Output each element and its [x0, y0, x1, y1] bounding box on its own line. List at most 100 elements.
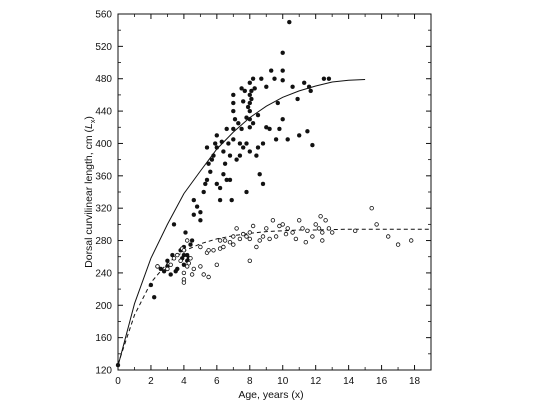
filled-data-point — [260, 181, 266, 187]
y-tick-label: 560 — [95, 10, 112, 21]
x-tick-label: 14 — [343, 376, 355, 387]
open-data-point — [270, 218, 276, 223]
filled-data-point — [217, 185, 223, 191]
y-tick-label: 400 — [95, 139, 112, 150]
filled-data-point — [247, 80, 253, 86]
filled-data-point — [272, 76, 277, 81]
open-data-point — [211, 248, 216, 253]
x-tick-label: 10 — [277, 376, 289, 387]
filled-data-point — [321, 76, 327, 81]
filled-data-point — [236, 120, 241, 126]
open-data-point — [188, 256, 193, 261]
open-data-point — [222, 238, 228, 243]
filled-data-point — [214, 181, 220, 187]
open-data-point — [318, 214, 323, 219]
filled-data-point — [229, 197, 234, 203]
open-data-point — [409, 238, 414, 243]
open-data-point — [198, 244, 203, 250]
x-tick-label: 6 — [214, 376, 220, 387]
open-data-point — [181, 280, 187, 285]
filled-data-point — [237, 153, 243, 158]
open-data-point — [257, 238, 262, 243]
x-tick-label: 18 — [409, 376, 421, 387]
open-data-point — [369, 205, 374, 211]
filled-data-point — [198, 209, 203, 215]
filled-data-point — [254, 153, 259, 158]
open-data-point — [353, 228, 358, 233]
open-data-point — [267, 236, 272, 242]
y-tick-label: 440 — [95, 107, 112, 118]
y-axis-title-subscript: x — [90, 119, 97, 123]
filled-data-point — [287, 19, 292, 25]
y-tick-label: 320 — [95, 204, 112, 215]
filled-data-point — [231, 100, 236, 106]
filled-data-point — [280, 50, 285, 55]
open-data-point — [206, 274, 211, 280]
filled-data-point — [280, 78, 285, 83]
open-data-point — [234, 226, 239, 231]
open-data-point — [305, 228, 310, 233]
filled-data-point — [247, 100, 253, 106]
filled-data-point — [191, 212, 197, 217]
x-tick-label: 12 — [310, 376, 322, 387]
open-data-point — [227, 239, 233, 245]
filled-data-point — [198, 218, 203, 223]
filled-data-point — [239, 126, 244, 132]
open-data-point — [374, 222, 379, 227]
open-data-point — [285, 226, 290, 231]
open-data-point — [231, 234, 236, 239]
filled-data-point — [242, 88, 248, 94]
y-tick-label: 240 — [95, 268, 112, 279]
filled-data-point — [249, 96, 254, 102]
filled-data-point — [232, 116, 238, 122]
filled-data-point — [231, 137, 236, 142]
open-data-point — [237, 236, 243, 242]
filled-data-point — [249, 88, 254, 94]
open-data-point — [326, 226, 332, 231]
open-data-point — [217, 238, 223, 243]
filled-data-point — [221, 171, 226, 177]
filled-data-point — [227, 153, 233, 158]
filled-data-point — [148, 282, 154, 288]
open-data-point — [178, 258, 183, 263]
open-data-point — [186, 261, 191, 266]
filled-data-point — [194, 204, 200, 209]
open-data-point — [395, 242, 401, 247]
filled-data-point — [231, 108, 236, 114]
filled-data-point — [234, 157, 239, 162]
filled-data-point — [204, 145, 210, 150]
x-tick-label: 16 — [376, 376, 388, 387]
filled-data-point — [239, 86, 244, 91]
open-data-point — [297, 218, 302, 223]
open-data-point — [283, 231, 289, 237]
filled-data-point — [264, 84, 269, 90]
open-data-point — [264, 226, 269, 231]
y-axis-title: Dorsal curvilinear length, cm (Lx) — [83, 116, 97, 268]
filled-data-point — [297, 133, 302, 138]
filled-data-point — [231, 92, 236, 98]
filled-data-point — [306, 84, 312, 90]
filled-data-point — [326, 76, 332, 81]
open-data-point — [250, 223, 256, 229]
filled-data-point — [183, 230, 188, 235]
open-data-point — [303, 239, 308, 245]
open-data-point — [189, 272, 195, 277]
filled-data-point — [247, 125, 253, 130]
open-data-point — [244, 234, 249, 239]
open-data-point — [155, 264, 160, 269]
open-data-point — [171, 256, 177, 261]
filled-data-point — [201, 189, 206, 195]
filled-data-point — [280, 68, 285, 73]
filled-data-point — [260, 141, 266, 146]
y-axis-title-main: Dorsal curvilinear length, cm ( — [83, 128, 95, 267]
y-tick-label: 480 — [95, 74, 112, 85]
filled-data-point — [244, 141, 249, 146]
filled-data-point — [240, 99, 246, 104]
filled-data-point — [151, 295, 157, 300]
open-data-point — [330, 230, 335, 235]
filled-data-point — [214, 145, 220, 150]
data-points — [115, 19, 414, 368]
open-data-point — [260, 234, 266, 239]
filled-data-point — [161, 269, 167, 274]
filled-data-point — [277, 126, 282, 132]
